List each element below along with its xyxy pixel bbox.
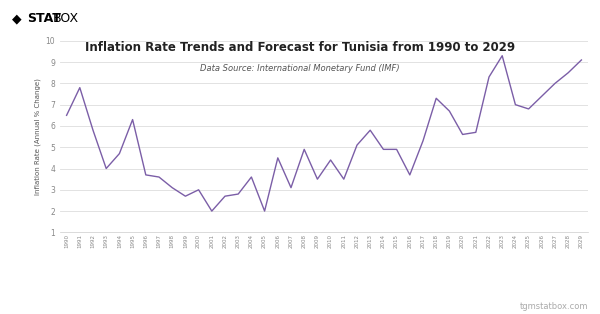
Text: tgmstatbox.com: tgmstatbox.com (520, 302, 588, 311)
Text: BOX: BOX (53, 12, 79, 25)
Text: ◆: ◆ (12, 12, 22, 25)
Text: STAT: STAT (27, 12, 61, 25)
Y-axis label: Inflation Rate (Annual % Change): Inflation Rate (Annual % Change) (35, 78, 41, 195)
Text: Data Source: International Monetary Fund (IMF): Data Source: International Monetary Fund… (200, 64, 400, 73)
Text: Inflation Rate Trends and Forecast for Tunisia from 1990 to 2029: Inflation Rate Trends and Forecast for T… (85, 41, 515, 54)
